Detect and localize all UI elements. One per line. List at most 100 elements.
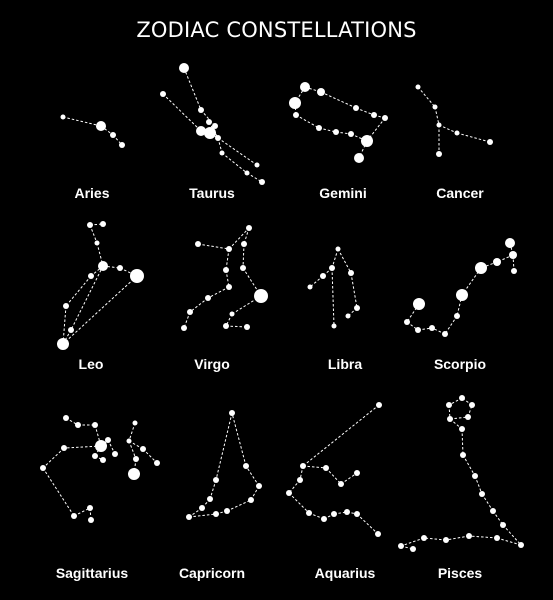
aquarius-star (338, 481, 344, 487)
constellation-cancer (415, 84, 493, 157)
aquarius-star (321, 516, 327, 522)
constellation-taurus (160, 63, 265, 185)
virgo-link (242, 243, 245, 269)
gemini-star (316, 125, 322, 131)
gemini-star (371, 112, 377, 118)
capricorn-link (188, 513, 217, 518)
virgo-star (240, 265, 246, 271)
label-pisces: Pisces (437, 565, 483, 581)
gemini-link (355, 107, 375, 116)
capricorn-star (229, 410, 235, 416)
scorpio-star (505, 238, 515, 248)
capricorn-star (213, 511, 219, 517)
aquarius-link (340, 472, 358, 485)
leo-star (87, 222, 93, 228)
pisces-star (410, 546, 416, 552)
gemini-star (353, 105, 359, 111)
sagittarius-star (100, 457, 106, 463)
sagittarius-star (63, 415, 69, 421)
pisces-star (459, 395, 465, 401)
cancer-star (432, 104, 438, 110)
leo-star (68, 327, 74, 333)
capricorn-star (243, 463, 249, 469)
taurus-star (198, 107, 204, 113)
constellation-pisces (398, 395, 524, 552)
aries-star (119, 142, 125, 148)
cancer-star (454, 130, 460, 136)
sagittarius-link (142, 448, 158, 464)
sagittarius-link (63, 445, 102, 449)
pisces-star (459, 426, 465, 432)
leo-star (100, 221, 106, 227)
scorpio-star (429, 325, 435, 331)
virgo-link (189, 297, 209, 313)
virgo-star (229, 311, 235, 317)
aries-star (110, 132, 116, 138)
sagittarius-star (92, 453, 98, 459)
virgo-star (254, 289, 268, 303)
taurus-star (160, 91, 166, 97)
taurus-star (259, 179, 265, 185)
virgo-link (225, 325, 248, 328)
leo-star (88, 273, 94, 279)
gemini-star (382, 115, 388, 121)
sagittarius-link (42, 447, 65, 469)
pisces-star (490, 508, 496, 514)
cancer-star (487, 139, 493, 145)
gemini-star (348, 131, 354, 137)
pisces-star (421, 535, 427, 541)
scorpio-star (511, 268, 517, 274)
capricorn-star (186, 514, 192, 520)
pisces-star (466, 533, 472, 539)
capricorn-link (215, 412, 233, 481)
pisces-link (481, 493, 494, 512)
virgo-star (246, 225, 252, 231)
constellation-aquarius (286, 402, 382, 537)
sagittarius-star (40, 465, 46, 471)
taurus-star (254, 162, 260, 168)
pisces-star (500, 522, 506, 528)
sagittarius-star (126, 438, 132, 444)
libra-star (331, 323, 337, 329)
aquarius-link (302, 404, 380, 467)
leo-star (117, 265, 123, 271)
pisces-link (468, 535, 498, 539)
constellation-libra (307, 246, 360, 329)
label-sagittarius: Sagittarius (55, 565, 129, 581)
capricorn-link (231, 412, 247, 467)
sagittarius-star (95, 440, 107, 452)
aquarius-link (302, 465, 327, 469)
virgo-star (195, 241, 201, 247)
cancer-star (436, 151, 442, 157)
scorpio-link (406, 303, 420, 323)
leo-star (63, 303, 69, 309)
aquarius-star (286, 490, 292, 496)
leo-link (70, 265, 104, 331)
aquarius-link (288, 492, 310, 514)
scorpio-star (413, 298, 425, 310)
aquarius-star (354, 511, 360, 517)
scorpio-star (509, 251, 517, 259)
gemini-star (293, 112, 299, 118)
sagittarius-star (133, 456, 139, 462)
label-cancer: Cancer (436, 185, 484, 201)
pisces-link (445, 535, 470, 541)
sagittarius-star (128, 468, 140, 480)
pisces-link (400, 537, 425, 547)
libra-link (350, 272, 358, 309)
pisces-star (447, 416, 453, 422)
constellation-leo (57, 221, 144, 350)
taurus-star (206, 119, 212, 125)
sagittarius-star (75, 422, 81, 428)
libra-star (348, 270, 354, 276)
gemini-star (361, 135, 373, 147)
aquarius-link (325, 467, 342, 485)
pisces-star (469, 402, 475, 408)
sagittarius-star (61, 445, 67, 451)
scorpio-star (456, 289, 468, 301)
libra-link (331, 248, 339, 269)
taurus-star (212, 123, 218, 129)
capricorn-star (224, 508, 230, 514)
pisces-star (518, 542, 524, 548)
